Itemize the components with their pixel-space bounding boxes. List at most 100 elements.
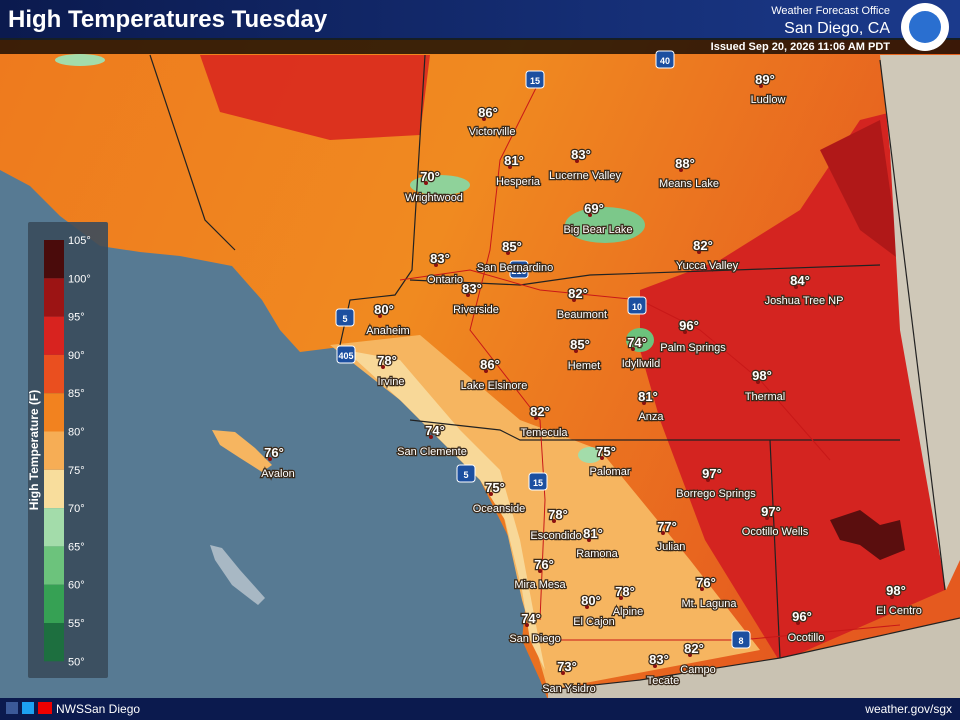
city-temp: 75° [596,444,616,459]
office: Weather Forecast Office [771,5,890,17]
city-name: Beaumont [557,309,607,321]
city-name: Ludlow [751,94,786,106]
city-name: Oceanside [473,503,526,515]
city-name: Alpine [613,606,644,618]
city-dot [424,181,428,185]
city-dot [796,621,800,625]
city-name: Palm Springs [660,342,726,354]
city-dot [378,314,382,318]
city-name: Borrego Springs [676,488,756,500]
legend-tick: 90° [68,350,85,362]
cool-spot [410,175,470,195]
city-name: Anza [638,411,664,423]
city-name: Means Lake [659,178,719,190]
highway-shield [509,260,529,279]
cool-zone [345,350,545,670]
city-temp: 85° [502,239,522,254]
hot-zone [200,55,430,140]
city-temp: 83° [571,147,591,162]
city-temp: 96° [792,609,812,624]
boundary [409,264,881,286]
city-name: San Bernardino [477,262,553,274]
city-temp: 70° [420,169,440,184]
city-dot [268,457,272,461]
legend-tick: 80° [68,427,85,439]
legend-swatch [44,240,64,279]
legend-tick: 55° [68,618,85,630]
legend-swatch [44,623,64,662]
city-temp: 81° [504,153,524,168]
boundary [149,54,236,251]
legend-swatch [44,316,64,355]
city-temp: 69° [584,201,604,216]
city-dot [688,653,692,657]
city-temp: 76° [264,445,284,460]
legend-tick: 100° [68,273,91,285]
city-name: Irvine [378,376,405,388]
city-dot [683,330,687,334]
city-dot [588,213,592,217]
highway-number: 215 [511,266,526,276]
city-temp: 88° [675,156,695,171]
city-name: Anaheim [366,325,409,337]
city-temp: 74° [521,611,541,626]
city-name: Temecula [520,427,568,439]
city-name: Ontario [427,274,463,286]
city-temp: 97° [702,466,722,481]
logo [909,11,941,43]
header-bar [0,0,960,38]
city-dot [574,349,578,353]
boundary [547,617,960,691]
highway-shield [528,472,548,491]
social: NWSSan Diego [56,702,140,716]
city-dot [585,605,589,609]
city-temp: 75° [485,480,505,495]
city-temp: 78° [615,584,635,599]
city-dot [600,456,604,460]
legend-tick: 105° [68,235,91,247]
hot-zone [820,120,900,260]
city-name: San Ysidro [542,683,596,695]
highway-number: 5 [463,470,468,480]
city-name: Idyllwild [622,358,661,370]
city-temp: 81° [583,526,603,541]
highway-shield [336,345,356,364]
icon [6,702,18,714]
island [210,545,265,605]
city-temp: 77° [657,519,677,534]
legend-title: High Temperature (F) [27,390,41,510]
cool-spot [55,54,105,66]
boundary [409,419,900,441]
city-dot [561,671,565,675]
city-temp: 78° [548,507,568,522]
icon [22,702,34,714]
highway-number: 40 [660,56,670,66]
highway-number: 15 [533,478,543,488]
city-dot [506,251,510,255]
legend-swatch [44,354,64,394]
city-name: Ocotillo Wells [742,526,809,538]
city-temp: 74° [425,423,445,438]
city-name: Tecate [647,675,679,687]
city-temp: 82° [684,641,704,656]
highway-shield [456,464,476,483]
city-dot [631,347,635,351]
city-name: Big Bear Lake [563,224,632,236]
highway-number: 405 [338,351,353,361]
highway-shield [335,308,355,327]
city-dot [552,519,556,523]
city-name: San Clemente [397,446,467,458]
location: San Diego, CA [784,20,890,37]
highway-number: 10 [632,302,642,312]
city-name: Avalon [261,468,294,480]
city-dot [381,365,385,369]
city-name: Hemet [568,360,600,372]
city-temp: 82° [530,404,550,419]
city-dot [482,117,486,121]
city-dot [756,380,760,384]
road [540,624,901,641]
city-dot [572,298,576,302]
city-temp: 80° [374,302,394,317]
city-dot [706,478,710,482]
